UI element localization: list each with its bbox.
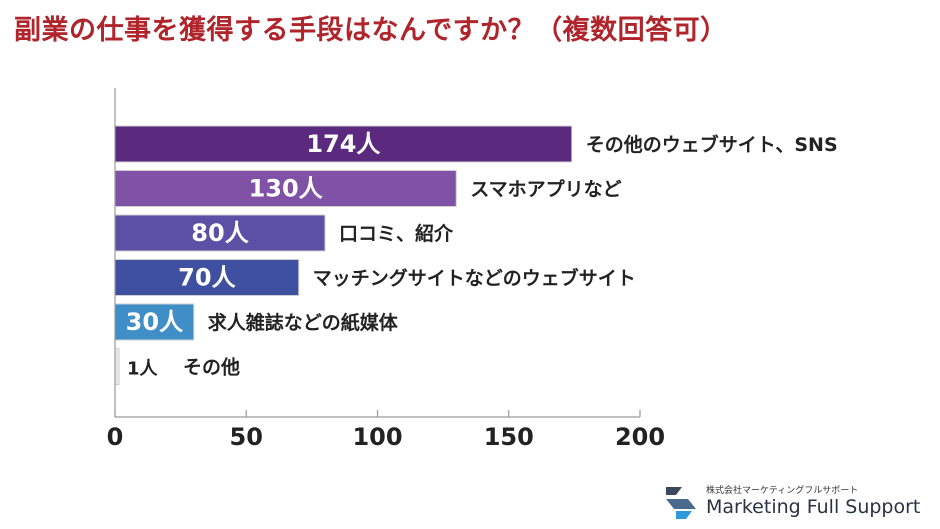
bar-1 — [114, 170, 457, 207]
x-tick-label-1: 50 — [230, 423, 263, 451]
bar-0 — [114, 125, 573, 163]
axes-group: 0 50 100 150 200 — [107, 88, 665, 451]
bar-value-label-3: 70人 — [178, 264, 235, 292]
bar-3 — [114, 259, 300, 296]
x-tick-label-3: 150 — [484, 423, 534, 451]
logo-brand-name: Marketing Full Support — [706, 496, 921, 518]
category-label-4: 求人雑誌などの紙媒体 — [208, 311, 399, 334]
bar-value-label-5: 1人 — [127, 359, 159, 380]
company-logo: 株式会社マーケティングフルサポート Marketing Full Support — [662, 481, 928, 521]
bar-4 — [114, 303, 195, 341]
bar-value-label-1: 130人 — [249, 175, 323, 203]
bars-group: 174人 その他のウェブサイト、SNS 130人 スマホアプリなど 80人 口コミ、紹介 7… — [114, 125, 838, 385]
category-label-1: スマホアプリなど — [470, 178, 621, 201]
logo-company-name: 株式会社マーケティングフルサポート — [706, 486, 859, 496]
mfs-logo-icon — [666, 487, 696, 519]
category-label-2: 口コミ、紹介 — [339, 222, 454, 245]
x-tick-label-2: 100 — [352, 423, 402, 451]
x-tick-label-4: 200 — [615, 423, 665, 451]
bar-2 — [114, 214, 326, 252]
bar-value-label-0: 174人 — [306, 130, 380, 158]
category-label-5: その他 — [183, 356, 240, 379]
bar-chart: 174人 その他のウェブサイト、SNS 130人 スマホアプリなど 80人 口コミ、紹介 7… — [107, 88, 838, 451]
bar-value-label-2: 80人 — [191, 219, 248, 247]
category-label-3: マッチングサイトなどのウェブサイト — [313, 267, 636, 290]
category-label-0: その他のウェブサイト、SNS — [586, 133, 838, 156]
chart-title: 副業の仕事を獲得する手段はなんですか？（複数回答可） — [14, 15, 728, 46]
bar-value-label-4: 30人 — [126, 308, 183, 336]
x-tick-label-0: 0 — [107, 423, 124, 451]
